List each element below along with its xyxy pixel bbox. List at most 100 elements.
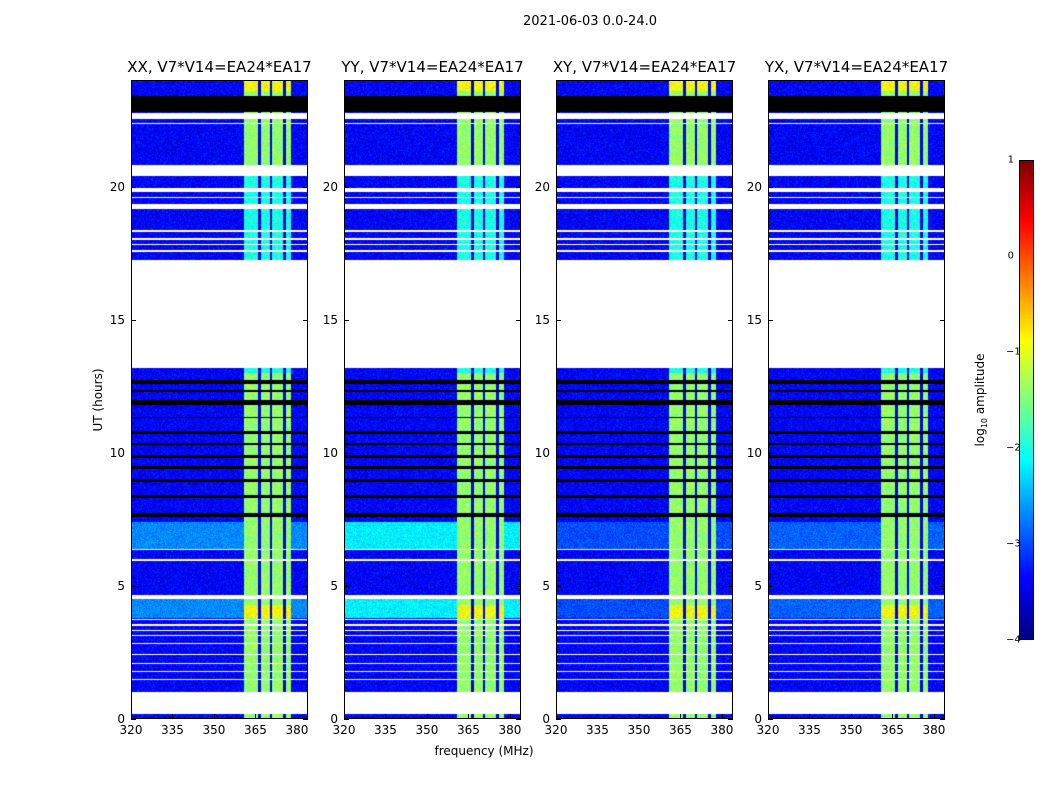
x-axis-label: frequency (MHz) [434,744,534,758]
axes-frame [344,80,521,719]
x-tick-label: 365 [244,723,267,737]
colorbar-tick-label: 0 [1007,250,1014,262]
y-tick [728,319,733,321]
waterfall-heatmap [556,80,733,719]
y-tick [131,319,136,321]
y-tick [344,319,349,321]
x-tick-label: 335 [586,723,609,737]
panel-2: XY, V7*V14=EA24*EA17 320 335 350 365 380 0 5 10 1… [535,58,736,737]
y-tick [768,186,773,188]
y-tick-label: 0 [117,712,125,726]
x-tick [509,714,511,719]
y-tick-label: 20 [746,179,762,194]
y-tick [516,452,521,454]
colorbar-tick-label: −2 [1006,442,1021,454]
x-tick [638,714,640,719]
y-tick-label: 10 [322,445,338,460]
y-tick [556,319,561,321]
y-tick [344,585,349,587]
x-tick-label: 380 [710,723,734,737]
y-tick [940,719,945,720]
panel-title: XX, V7*V14=EA24*EA17 [127,58,312,76]
y-tick [556,452,561,454]
y-tick-label: 15 [322,312,338,327]
colorbar-tick-label: −1 [1006,346,1021,358]
x-tick-label: 365 [669,723,692,737]
x-tick [213,714,215,719]
colorbar-tick-label: −3 [1006,538,1021,550]
y-tick [131,186,136,188]
x-tick [680,714,682,719]
x-tick-label: 365 [457,723,480,737]
y-tick [940,186,945,188]
waterfall-heatmap [768,80,945,719]
y-tick-label: 15 [109,312,125,327]
y-tick-label: 20 [534,179,550,194]
y-tick [768,319,773,321]
y-tick [728,452,733,454]
x-tick-label: 320 [332,723,356,737]
y-tick [303,452,308,454]
y-tick-label: 5 [542,578,550,593]
y-tick [303,585,308,587]
x-tick-label: 365 [881,723,904,737]
x-tick [344,714,345,719]
colorbar-tick-label: 1 [1007,154,1014,166]
x-tick [597,714,599,719]
y-tick-label: 0 [754,712,762,726]
y-tick-label: 10 [746,445,762,460]
panel-1: YY, V7*V14=EA24*EA17 320 335 350 365 380 0 5 10 1… [323,58,524,737]
x-tick-label: 335 [161,723,184,737]
y-tick [940,319,945,321]
x-tick-label: 350 [627,723,651,737]
y-tick [556,186,561,188]
x-tick [296,714,298,719]
x-tick [468,714,470,719]
y-tick [768,585,773,587]
y-tick [516,719,521,720]
y-tick-label: 15 [534,312,550,327]
y-tick [516,585,521,587]
y-tick-label: 0 [330,712,338,726]
y-tick [556,719,561,720]
colorbar [1019,160,1034,640]
x-tick-label: 350 [839,723,863,737]
y-tick-label: 20 [109,179,125,194]
x-tick-label: 380 [498,723,522,737]
waterfall-heatmap [131,80,308,719]
y-tick-label: 15 [746,312,762,327]
x-tick [131,714,132,719]
axes-frame [131,80,308,719]
y-tick-label: 5 [754,578,762,593]
x-tick [721,714,723,719]
panel-title: YY, V7*V14=EA24*EA17 [341,58,524,76]
y-tick-label: 10 [534,445,550,460]
y-tick [516,319,521,321]
y-axis-label: UT (hours) [91,368,105,432]
x-tick-label: 320 [119,723,143,737]
x-tick-label: 350 [415,723,439,737]
x-tick-label: 335 [374,723,397,737]
x-tick-label: 380 [285,723,309,737]
y-tick-label: 5 [117,578,125,593]
x-tick-label: 380 [922,723,946,737]
x-tick [255,714,257,719]
y-tick [516,186,521,188]
y-tick [303,186,308,188]
panel-title: YX, V7*V14=EA24*EA17 [764,58,949,76]
panel-0: XX, V7*V14=EA24*EA17 320 335 350 365 380 0 5 10 1… [110,58,312,737]
axes-frame [768,80,945,719]
y-tick [303,319,308,321]
y-tick-label: 0 [542,712,550,726]
colorbar-label: log10 amplitude [972,353,990,447]
y-tick-label: 20 [322,179,338,194]
panel-3: YX, V7*V14=EA24*EA17 320 335 350 365 380 0 5 10 1… [747,58,948,737]
y-tick [344,186,349,188]
y-tick [768,452,773,454]
x-tick-label: 335 [798,723,821,737]
y-tick [131,719,136,720]
y-tick [728,719,733,720]
figure-title: 2021-06-03 0.0-24.0 [523,14,657,29]
y-tick [940,585,945,587]
